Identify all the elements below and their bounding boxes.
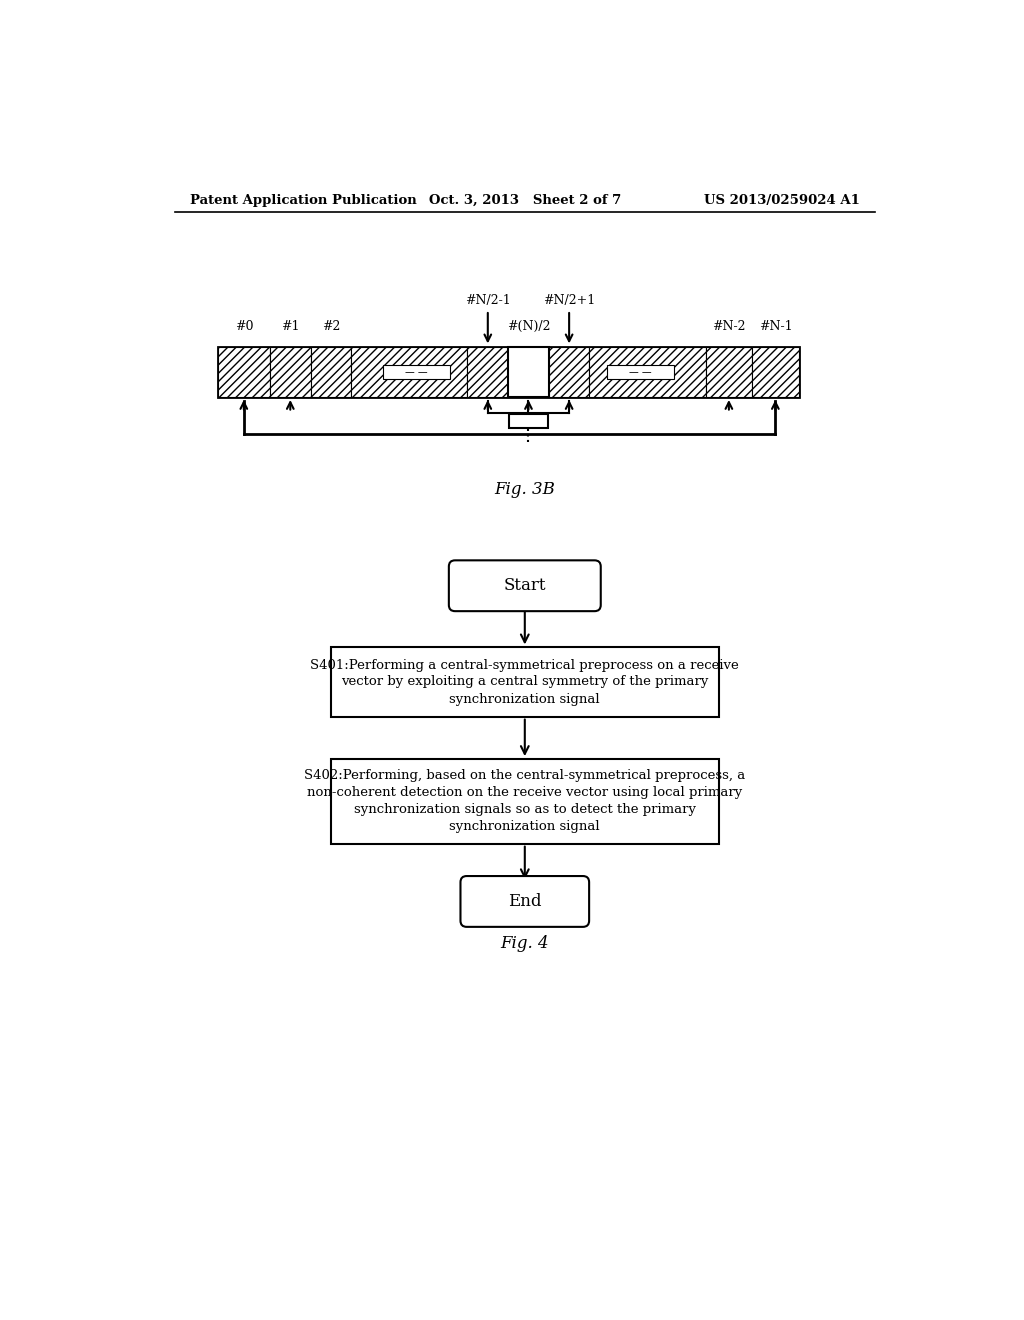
Bar [218, 347, 799, 397]
Text: S401:Performing a central-symmetrical preprocess on a receive
vector by exploiti: S401:Performing a central-symmetrical pr… [310, 659, 739, 705]
Bar [331, 647, 719, 717]
Text: US 2013/0259024 A1: US 2013/0259024 A1 [703, 194, 859, 207]
Bar [270, 347, 310, 397]
Bar [468, 347, 508, 397]
Text: — —: — — [629, 367, 651, 378]
Bar [383, 366, 450, 379]
Text: #N/2+1: #N/2+1 [543, 294, 595, 308]
Text: #(N)/2: #(N)/2 [507, 321, 550, 333]
Text: Fig. 4: Fig. 4 [501, 936, 549, 952]
Bar [331, 759, 719, 843]
Text: #N/2-1: #N/2-1 [465, 294, 511, 308]
Text: S402:Performing, based on the central-symmetrical preprocess, a
non-coherent det: S402:Performing, based on the central-sy… [304, 770, 745, 833]
Text: Patent Application Publication: Patent Application Publication [190, 194, 417, 207]
Text: End: End [508, 892, 542, 909]
Bar [508, 347, 549, 397]
Text: #1: #1 [281, 321, 300, 333]
FancyBboxPatch shape [449, 561, 601, 611]
Bar [310, 347, 351, 397]
Text: #N-2: #N-2 [712, 321, 745, 333]
Bar [549, 347, 590, 397]
Bar [607, 366, 674, 379]
Bar [590, 347, 706, 397]
Bar [509, 414, 548, 428]
Bar [752, 347, 799, 397]
Bar [706, 347, 752, 397]
FancyBboxPatch shape [461, 876, 589, 927]
Text: Oct. 3, 2013   Sheet 2 of 7: Oct. 3, 2013 Sheet 2 of 7 [429, 194, 621, 207]
Text: Start: Start [504, 577, 546, 594]
Text: — —: — — [406, 367, 428, 378]
Text: #2: #2 [322, 321, 340, 333]
Bar [351, 347, 468, 397]
Text: Fig. 3B: Fig. 3B [495, 480, 555, 498]
Text: #N-1: #N-1 [759, 321, 793, 333]
Text: #0: #0 [234, 321, 253, 333]
Bar [218, 347, 270, 397]
